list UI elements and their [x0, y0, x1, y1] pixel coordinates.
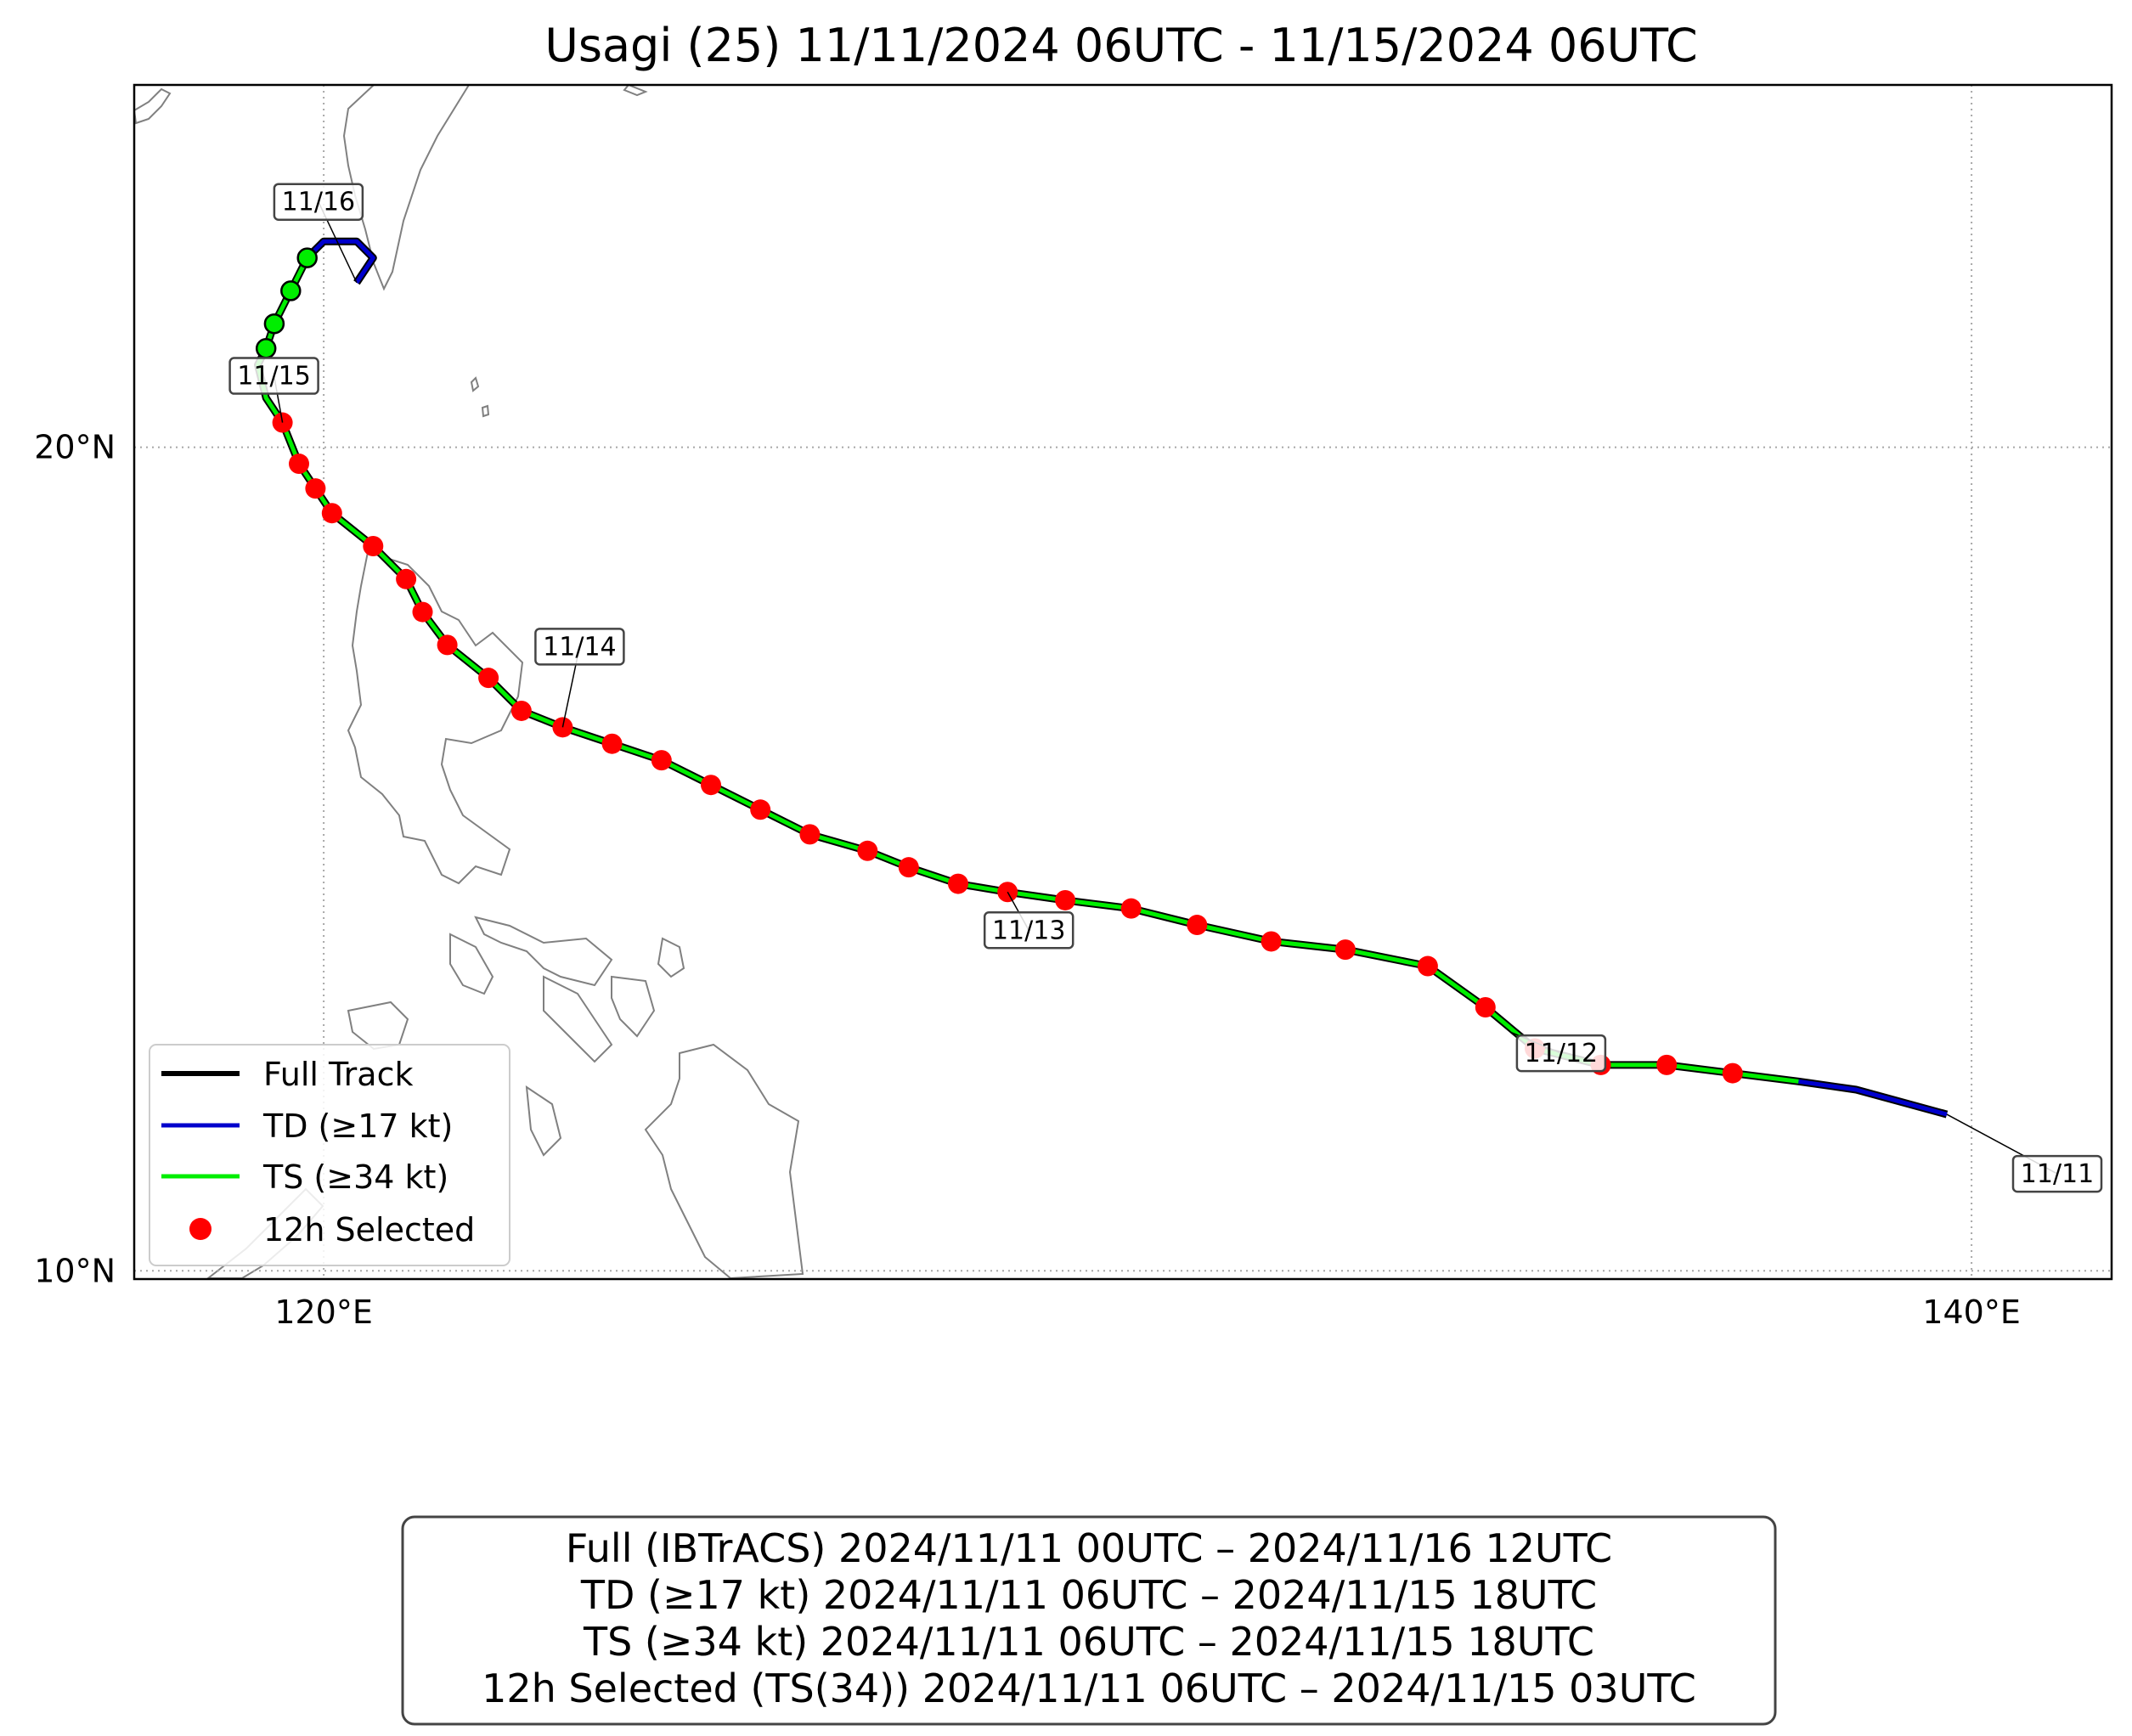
selected-12h-point: [305, 478, 326, 499]
ts-track-point: [255, 338, 277, 359]
selected-12h-point: [1656, 1054, 1678, 1075]
date-label: 11/16: [282, 188, 355, 217]
legend: Full Track TD (≥17 kt) TS (≥34 kt) 12h S…: [149, 1044, 510, 1266]
date-label-box: [983, 911, 1074, 950]
date-label-layer: 11/11 11/12 11/13 11/14 11/15 11/16: [228, 183, 2103, 1193]
td-track-line: [305, 239, 375, 285]
selected-12h-point: [1120, 898, 1142, 919]
coast-visayas-2: [611, 975, 656, 1038]
selected-12h-point: [396, 568, 417, 589]
selected-12h-point: [412, 601, 433, 623]
summary-line-td: TD (≥17 kt) 2024/11/11 06UTC – 2024/11/1…: [580, 1572, 1597, 1618]
legend-box: [149, 1044, 510, 1266]
coast-visayas: [543, 975, 613, 1063]
map-border: [133, 83, 2113, 1281]
summary-box-frame: [401, 1515, 1777, 1726]
summary-line-ts: TS (≥34 kt) 2024/11/11 06UTC – 2024/11/1…: [583, 1619, 1594, 1665]
date-label: 11/14: [543, 632, 616, 662]
selected-12h-point: [750, 799, 771, 820]
coast-taiwan: [342, 84, 471, 291]
selected-12h-point: [1261, 931, 1282, 952]
chart-title: Usagi (25) 11/11/2024 06UTC - 11/15/2024…: [544, 19, 1697, 72]
coast-mindoro: [449, 933, 494, 995]
date-label-box: [2011, 1154, 2103, 1193]
coast-luzon-south: [474, 916, 613, 987]
date-label-box: [1515, 1034, 1607, 1073]
selected-12h-point: [363, 536, 384, 557]
legend-td-label: TD (≥17 kt): [262, 1108, 453, 1145]
coast-china: [133, 87, 172, 125]
ts-track-point: [263, 313, 285, 335]
summary-box: Full (IBTrACS) 2024/11/11 00UTC – 2024/1…: [401, 1515, 1777, 1726]
legend-ts-label: TS (≥34 kt): [262, 1158, 448, 1196]
selected-12h-point: [289, 454, 309, 475]
selected-12h-point: [651, 750, 672, 771]
selected-12h-point: [1417, 955, 1438, 977]
coast-samar: [657, 937, 685, 978]
selected-12h-point: [948, 873, 968, 894]
ts-track-point: [296, 247, 318, 268]
ts-track-point: [280, 280, 302, 302]
selected-12h-point: [321, 503, 342, 524]
axis-tick-labels: 120°E 140°E 20°N 10°N: [34, 429, 2021, 1331]
lon-tick-label: 140°E: [1922, 1294, 2021, 1331]
selected-12h-point: [1187, 915, 1208, 936]
selected-12h-point: [799, 824, 821, 845]
selected-12h-point: [437, 634, 458, 656]
lat-tick-label: 10°N: [34, 1252, 116, 1289]
selected-12h-point: [701, 775, 721, 796]
selected-12h-point: [898, 857, 919, 878]
date-label-box: [273, 183, 364, 221]
marker-layer: [255, 247, 1743, 1084]
selected-12h-point: [1722, 1062, 1743, 1084]
selected-12h-point: [601, 733, 623, 754]
coast-batanes-1: [470, 376, 480, 392]
lat-tick-label: 20°N: [34, 429, 116, 466]
selected-12h-point: [510, 700, 532, 721]
legend-selected-label: 12h Selected: [263, 1211, 475, 1248]
selected-12h-point: [478, 668, 499, 689]
coast-negros: [525, 1085, 562, 1157]
legend-selected-marker: [189, 1218, 212, 1240]
selected-12h-point: [857, 840, 878, 861]
date-label-box: [228, 357, 319, 395]
selected-12h-point: [1334, 939, 1356, 961]
date-label: 11/12: [1525, 1039, 1598, 1068]
selected-12h-point: [1055, 889, 1076, 910]
summary-line-full: Full (IBTrACS) 2024/11/11 00UTC – 2024/1…: [566, 1525, 1612, 1571]
legend-full-track-label: Full Track: [263, 1056, 414, 1093]
lon-tick-label: 120°E: [274, 1294, 373, 1331]
coast-batanes-2: [481, 404, 490, 418]
td-track-line: [1798, 1079, 1948, 1117]
coast-ryukyu: [623, 83, 648, 97]
selected-12h-point: [1475, 997, 1496, 1018]
date-label-box: [534, 628, 625, 666]
date-label: 11/13: [992, 916, 1065, 945]
summary-line-selected: 12h Selected (TS(34)) 2024/11/11 06UTC –…: [482, 1666, 1696, 1711]
date-label: 11/11: [2021, 1159, 2094, 1189]
date-label: 11/15: [237, 362, 310, 392]
map-gridlines: [134, 85, 2112, 1279]
coast-luzon: [347, 550, 524, 885]
